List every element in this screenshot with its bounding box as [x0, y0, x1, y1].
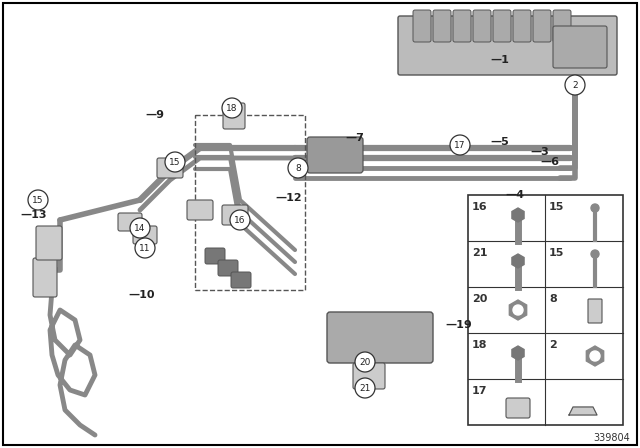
Circle shape [513, 305, 523, 315]
Circle shape [355, 378, 375, 398]
Text: 15: 15 [169, 158, 180, 167]
Text: 15: 15 [549, 248, 564, 258]
FancyBboxPatch shape [222, 205, 248, 225]
Text: —1: —1 [490, 55, 509, 65]
Text: —6: —6 [540, 157, 559, 167]
Text: 18: 18 [472, 340, 488, 350]
Circle shape [130, 218, 150, 238]
Text: 11: 11 [140, 244, 151, 253]
Bar [468, 195, 623, 425]
Text: 18: 18 [227, 103, 237, 112]
Text: 15: 15 [549, 202, 564, 212]
Text: 20: 20 [472, 294, 488, 304]
FancyBboxPatch shape [493, 10, 511, 42]
Circle shape [288, 158, 308, 178]
Text: 16: 16 [472, 202, 488, 212]
FancyBboxPatch shape [231, 272, 251, 288]
Circle shape [450, 135, 470, 155]
FancyBboxPatch shape [506, 398, 530, 418]
Bar [195, 115, 305, 290]
Text: 21: 21 [359, 383, 371, 392]
Text: 17: 17 [454, 141, 466, 150]
FancyBboxPatch shape [223, 103, 245, 129]
Circle shape [591, 250, 599, 258]
FancyBboxPatch shape [398, 16, 617, 75]
FancyBboxPatch shape [433, 10, 451, 42]
FancyBboxPatch shape [513, 10, 531, 42]
FancyBboxPatch shape [205, 248, 225, 264]
Text: —12: —12 [275, 193, 301, 203]
Text: 16: 16 [234, 215, 246, 224]
FancyBboxPatch shape [157, 158, 183, 178]
FancyBboxPatch shape [118, 213, 142, 231]
FancyBboxPatch shape [588, 299, 602, 323]
FancyBboxPatch shape [307, 137, 363, 173]
Text: —5: —5 [490, 137, 509, 147]
FancyBboxPatch shape [413, 10, 431, 42]
FancyBboxPatch shape [33, 258, 57, 297]
Text: 15: 15 [32, 195, 44, 204]
Text: —3: —3 [530, 147, 548, 157]
Circle shape [230, 210, 250, 230]
Circle shape [165, 152, 185, 172]
Circle shape [222, 98, 242, 118]
Text: —4: —4 [505, 190, 524, 200]
Text: —10: —10 [128, 290, 154, 300]
Text: —19: —19 [445, 320, 472, 330]
Circle shape [591, 204, 599, 212]
Text: 17: 17 [472, 386, 488, 396]
Circle shape [565, 75, 585, 95]
Text: —7: —7 [345, 133, 364, 143]
FancyBboxPatch shape [553, 10, 571, 42]
FancyBboxPatch shape [327, 312, 433, 363]
FancyBboxPatch shape [36, 226, 62, 260]
Text: 2: 2 [549, 340, 557, 350]
Text: 14: 14 [134, 224, 146, 233]
FancyBboxPatch shape [218, 260, 238, 276]
Text: —13: —13 [20, 210, 47, 220]
FancyBboxPatch shape [533, 10, 551, 42]
FancyBboxPatch shape [133, 226, 157, 244]
FancyBboxPatch shape [553, 26, 607, 68]
Circle shape [590, 351, 600, 361]
Text: 20: 20 [359, 358, 371, 366]
Circle shape [28, 190, 48, 210]
Text: 339804: 339804 [593, 433, 630, 443]
FancyBboxPatch shape [453, 10, 471, 42]
FancyBboxPatch shape [473, 10, 491, 42]
Text: 8: 8 [295, 164, 301, 172]
Text: 2: 2 [572, 81, 578, 90]
Polygon shape [569, 407, 597, 415]
FancyBboxPatch shape [187, 200, 213, 220]
Circle shape [135, 238, 155, 258]
FancyBboxPatch shape [353, 363, 385, 389]
Text: —9: —9 [145, 110, 164, 120]
Text: 8: 8 [549, 294, 557, 304]
Text: 21: 21 [472, 248, 488, 258]
Circle shape [355, 352, 375, 372]
